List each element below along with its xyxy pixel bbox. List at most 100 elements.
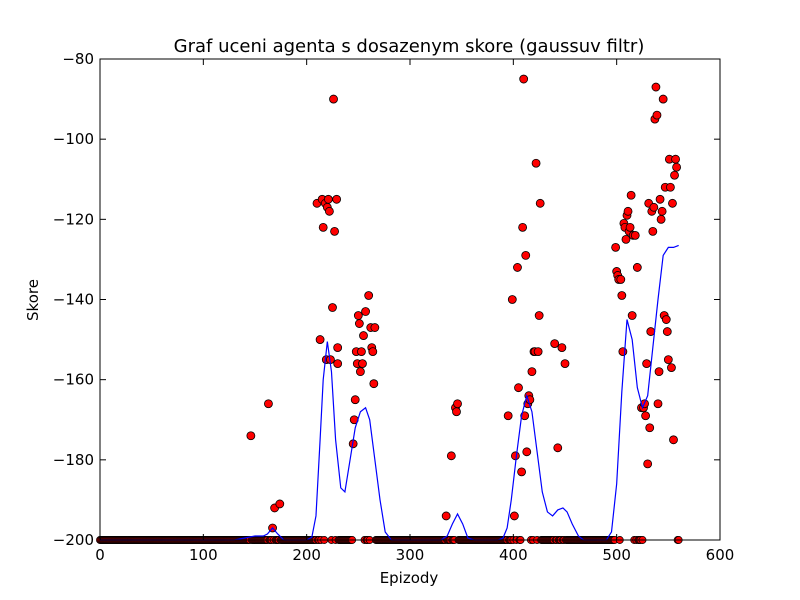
data-point <box>441 511 451 521</box>
data-point <box>653 399 663 409</box>
data-point <box>521 251 531 260</box>
x-tick-label: 300 <box>396 546 425 564</box>
chart-title: Graf uceni agenta s dosazenym skore (gau… <box>174 36 645 57</box>
data-point <box>324 206 334 216</box>
y-tick-label: −160 <box>53 371 94 389</box>
data-point <box>358 359 367 369</box>
y-tick-label: −140 <box>53 291 94 309</box>
y-tick-label: −180 <box>53 451 94 469</box>
y-tick-label: −120 <box>53 210 94 228</box>
data-point <box>357 347 366 357</box>
data-point <box>672 162 681 172</box>
data-point <box>275 499 285 509</box>
data-point <box>641 411 650 421</box>
data-point <box>535 198 545 208</box>
data-point <box>618 347 628 357</box>
data-point <box>652 110 662 120</box>
data-point <box>623 206 633 216</box>
data-point <box>621 234 631 244</box>
data-point <box>246 431 256 441</box>
data-point <box>364 291 374 300</box>
data-point <box>315 335 325 344</box>
data-point <box>355 367 365 377</box>
data-point <box>518 222 528 232</box>
data-point <box>626 190 636 200</box>
data-point <box>642 359 652 369</box>
data-point <box>669 435 678 445</box>
data-point <box>661 315 671 324</box>
data-point <box>513 263 522 272</box>
x-tick-label: 600 <box>706 546 735 564</box>
data-point <box>332 194 342 204</box>
data-point <box>517 467 526 477</box>
data-point <box>648 226 658 236</box>
data-point <box>452 407 461 417</box>
data-point <box>651 82 661 92</box>
data-point <box>503 411 513 421</box>
y-axis-label: Skore <box>24 279 42 321</box>
data-point <box>649 202 659 212</box>
data-point <box>318 222 328 232</box>
data-point <box>645 423 655 433</box>
data-point <box>553 443 563 453</box>
data-point <box>630 230 640 240</box>
data-point <box>354 319 364 328</box>
data-point <box>666 182 675 192</box>
data-point <box>368 347 378 357</box>
data-point <box>507 295 517 304</box>
data-point <box>656 214 666 224</box>
data-point <box>330 226 339 236</box>
data-point <box>359 331 368 340</box>
data-point <box>446 451 456 461</box>
data-point <box>625 222 635 232</box>
data-point <box>519 74 529 84</box>
data-point <box>671 154 680 164</box>
plot-area: 0 100 200 300 400 500 600 −200 −180 −160 −140 −120 −… <box>53 50 735 564</box>
x-tick-label: 100 <box>189 546 218 564</box>
data-point <box>617 291 627 300</box>
data-point <box>646 327 656 336</box>
data-point <box>667 363 676 373</box>
y-tick-label: −100 <box>53 130 94 148</box>
data-point <box>361 307 370 316</box>
x-axis-label: Epizody <box>380 569 439 587</box>
data-point <box>333 359 343 369</box>
data-point <box>662 327 672 336</box>
data-point <box>655 194 665 204</box>
data-point <box>353 311 363 320</box>
data-point <box>329 94 338 104</box>
data-point <box>668 198 677 208</box>
data-point <box>663 355 673 365</box>
data-point <box>616 275 626 284</box>
data-point <box>670 170 679 180</box>
data-point <box>369 379 379 389</box>
data-point <box>658 94 668 104</box>
x-tick-label: 500 <box>602 546 631 564</box>
data-point <box>527 367 537 377</box>
data-point <box>333 343 343 353</box>
data-point <box>654 367 664 377</box>
data-point <box>657 206 667 216</box>
data-point <box>557 343 567 353</box>
data-point <box>611 242 621 252</box>
x-tick-label: 400 <box>499 546 528 564</box>
data-point <box>514 383 523 393</box>
data-point <box>350 395 360 405</box>
data-point <box>511 451 520 461</box>
data-point <box>632 263 642 272</box>
data-point <box>550 339 560 348</box>
y-tick-label: −200 <box>53 531 94 549</box>
x-tick-label: 200 <box>292 546 321 564</box>
smoothed-line <box>100 244 679 541</box>
data-point <box>531 158 541 168</box>
data-point <box>509 511 519 521</box>
data-point <box>534 311 544 320</box>
data-point <box>264 399 273 409</box>
data-point <box>533 347 543 357</box>
data-point <box>453 399 462 409</box>
data-point <box>328 303 337 312</box>
data-point <box>370 323 380 332</box>
data-point <box>323 194 333 204</box>
